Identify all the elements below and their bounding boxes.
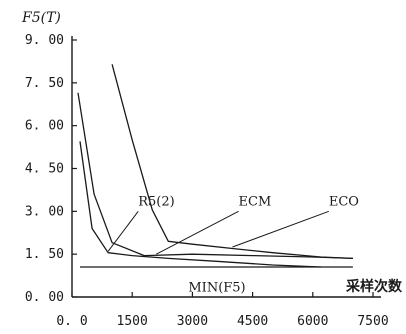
- y-tick-label: 0. 00: [25, 290, 64, 305]
- x-tick-label: 7500: [357, 314, 388, 329]
- x-tick-label: 3000: [177, 314, 208, 329]
- y-tick-label: 7. 50: [25, 76, 64, 91]
- y-axis-title: F5(T): [21, 10, 61, 26]
- series-line-3: [111, 64, 353, 260]
- annotation-label: ECM: [239, 195, 272, 210]
- x-tick-label: 0. 0: [56, 314, 87, 329]
- x-tick-label: 4500: [237, 314, 268, 329]
- annotation-leader: [156, 210, 239, 255]
- annotation-leader: [107, 211, 139, 252]
- y-tick-label: 1. 50: [25, 247, 64, 262]
- axes: 0. 00 1. 50 3. 00 4. 50 6. 00 7. 50 9. 00 0. 0 1…: [21, 10, 403, 329]
- y-tick-label: 4. 50: [25, 162, 64, 177]
- annotation-label: MIN(F5): [188, 280, 245, 295]
- series-group: [77, 64, 353, 268]
- annotations: R5(2) ECM ECO MIN(F5): [107, 195, 359, 295]
- y-tick-label: 3. 00: [25, 204, 64, 219]
- x-axis-title: 采样次数: [345, 278, 403, 295]
- series-line-1: [79, 141, 321, 268]
- x-tick-label: 6000: [297, 314, 328, 329]
- x-tick-label: 1500: [117, 314, 148, 329]
- series-line-2: [77, 92, 353, 260]
- annotation-label: ECO: [329, 195, 359, 210]
- annotation-label: R5(2): [138, 195, 174, 210]
- y-tick-label: 9. 00: [25, 33, 64, 48]
- y-tick-label: 6. 00: [25, 119, 64, 134]
- annotation-leader: [232, 210, 330, 248]
